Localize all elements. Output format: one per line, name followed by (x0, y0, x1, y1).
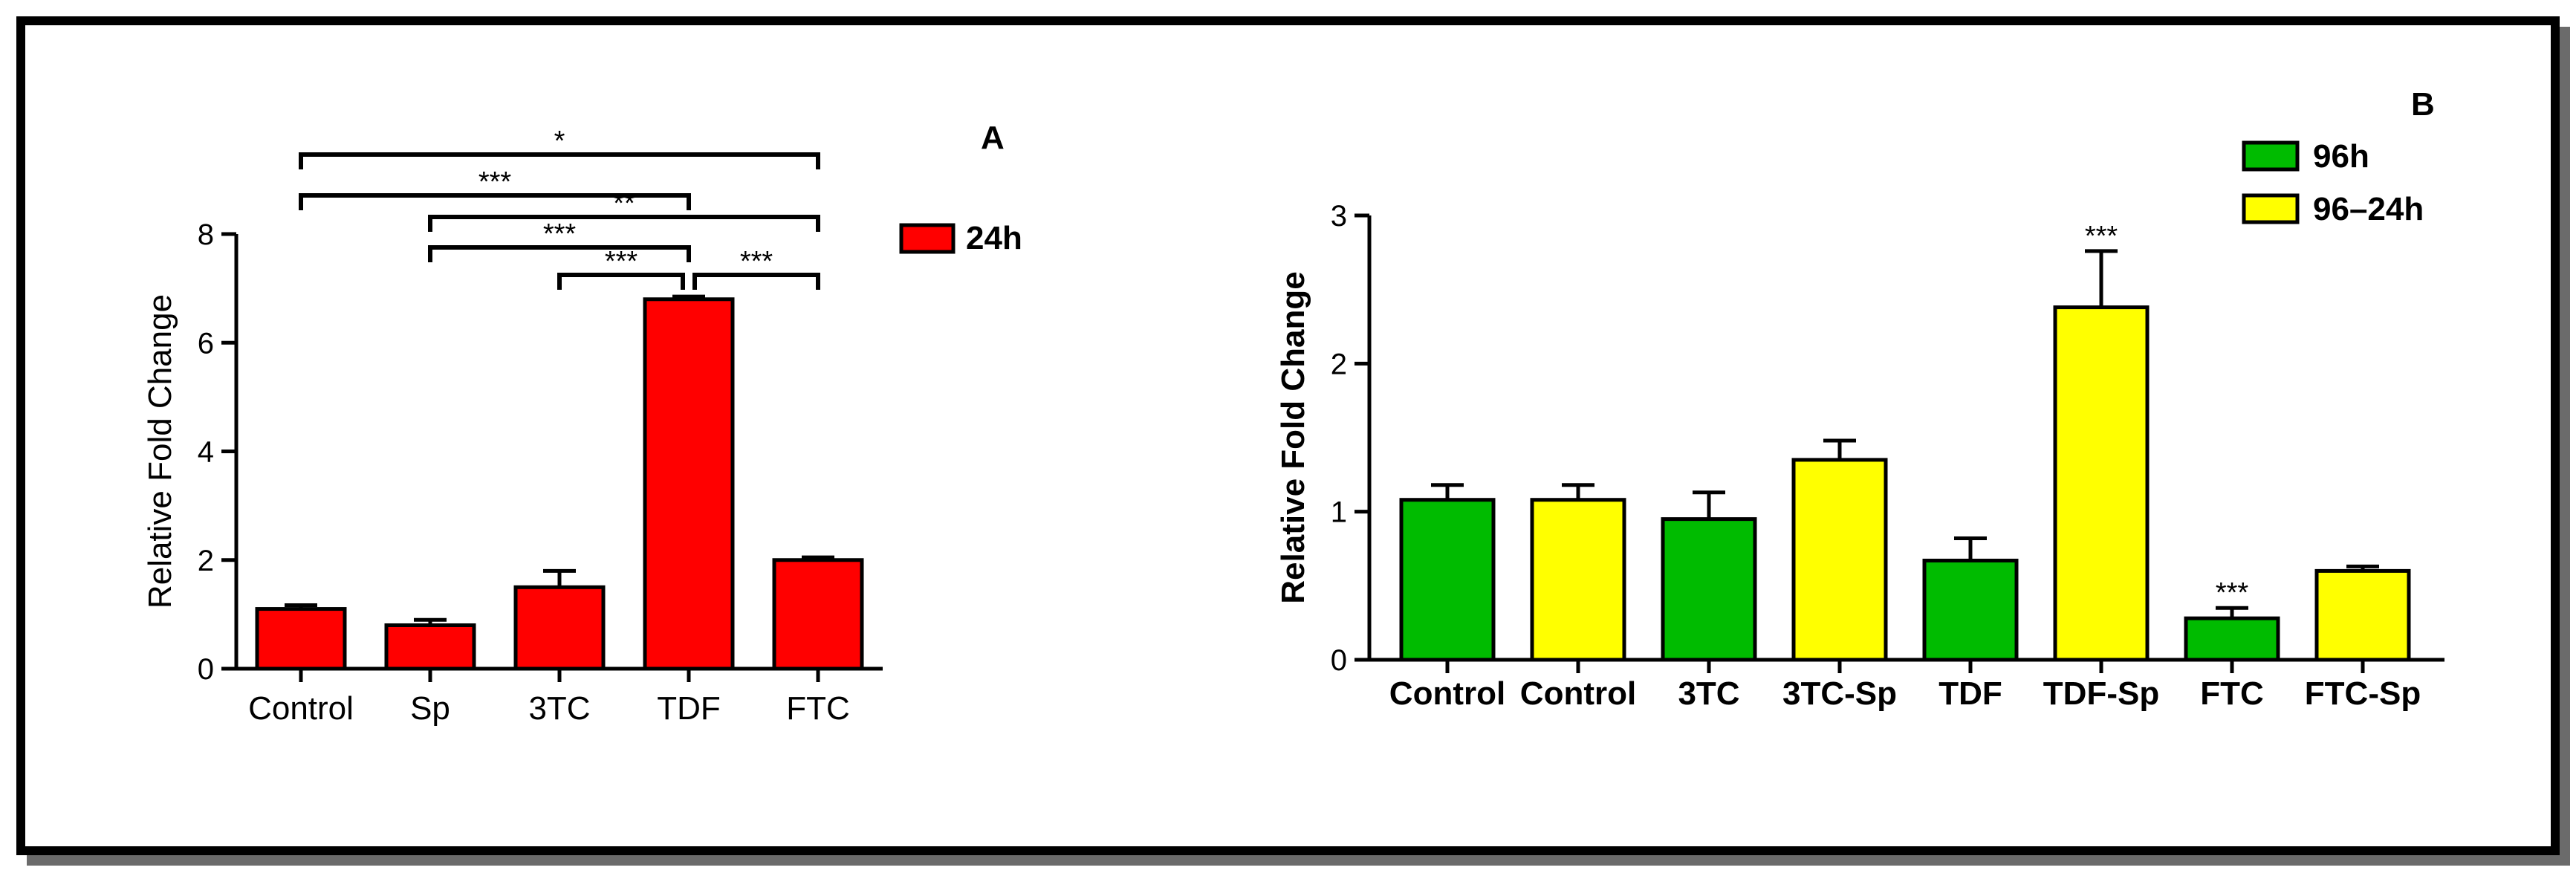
bar (1399, 498, 1496, 662)
significance-bracket (428, 245, 691, 262)
significance-bracket (692, 273, 820, 290)
significance-bracket (557, 273, 685, 290)
panel-label-a: A (981, 120, 1005, 156)
y-axis-label: Relative Fold Change (142, 294, 178, 609)
x-tick-label: TDF (1939, 675, 2002, 712)
significance-label: *** (478, 166, 512, 198)
significance-label: *** (2216, 577, 2249, 609)
bar (1661, 517, 1757, 662)
panel-label-b: B (2411, 86, 2435, 123)
x-tick-label: FTC-Sp (2305, 675, 2421, 712)
y-tick-label: 2 (1331, 348, 1347, 380)
y-tick-label: 2 (198, 545, 214, 577)
bar (384, 623, 476, 671)
significance-bracket (299, 193, 691, 210)
significance-label: ** (613, 188, 635, 219)
y-tick-label: 8 (198, 218, 214, 251)
significance-label: *** (2085, 221, 2118, 252)
y-tick-label: 3 (1331, 200, 1347, 233)
significance-label: *** (605, 246, 638, 277)
panel-b-chart: 0 1 2 3 Control Control 3TC 3TC-Sp TDF TDF-Sp FTC F… (1275, 86, 2444, 712)
bar (643, 297, 735, 671)
bar (2314, 568, 2411, 662)
bar (1791, 458, 1888, 662)
y-tick-label: 0 (198, 653, 214, 686)
x-tick-label: Control (1389, 675, 1505, 712)
bar (255, 607, 347, 671)
x-tick-label: Control (248, 690, 354, 727)
bar (1922, 558, 2019, 662)
legend-swatch (2242, 193, 2300, 224)
x-tick-label: TDF (657, 690, 721, 727)
significance-label: *** (543, 218, 577, 250)
x-tick-label: 3TC (528, 690, 590, 727)
y-tick-label: 0 (1331, 644, 1347, 677)
bar (772, 558, 864, 671)
legend-swatch (2242, 140, 2300, 172)
legend-label: 96–24h (2313, 191, 2424, 227)
bar (2053, 305, 2150, 662)
x-tick-label: Sp (410, 690, 450, 727)
legend-swatch-24h (899, 223, 956, 254)
legend-label: 96h (2313, 138, 2369, 175)
x-tick-label: FTC (786, 690, 850, 727)
y-tick-label: 1 (1331, 496, 1347, 529)
x-tick-label: 3TC (1678, 675, 1739, 712)
x-tick-label: FTC (2200, 675, 2264, 712)
y-axis-label: Relative Fold Change (1275, 271, 1311, 603)
y-tick-label: 6 (198, 327, 214, 360)
x-tick-label: TDF-Sp (2043, 675, 2159, 712)
y-tick-label: 4 (198, 436, 214, 469)
significance-bracket (428, 215, 820, 232)
bar (1530, 498, 1626, 662)
significance-bracket (299, 152, 820, 169)
bar (2184, 616, 2280, 662)
panel-a-chart: 0 2 4 6 8 Control Sp 3TC TDF FTC Relative Fold Cha… (142, 120, 1022, 727)
x-tick-label: 3TC-Sp (1782, 675, 1897, 712)
x-tick-label: Control (1520, 675, 1636, 712)
significance-label: * (554, 126, 565, 157)
bar (513, 585, 606, 671)
legend-label-24h: 24h (966, 220, 1022, 256)
significance-label: *** (740, 246, 773, 277)
